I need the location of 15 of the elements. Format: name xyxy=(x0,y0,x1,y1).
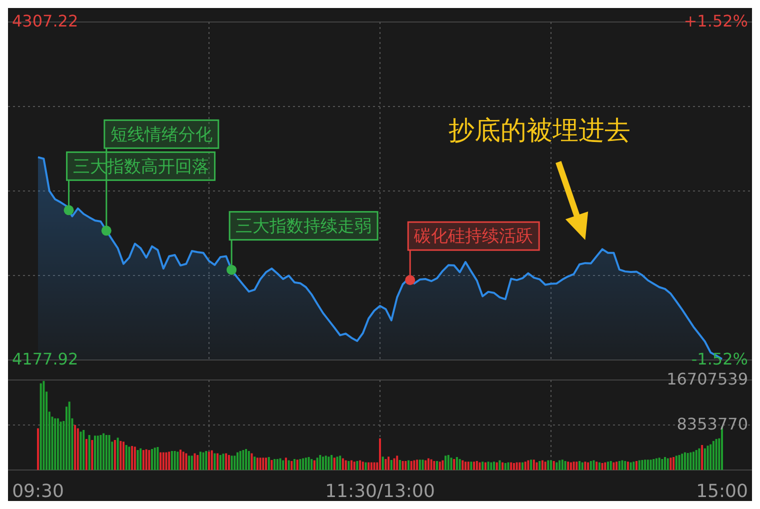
x-tick-label: 09:30 xyxy=(12,480,64,502)
x-tick-label: 15:00 xyxy=(696,480,748,502)
y2-tick-label: +1.52% xyxy=(684,11,748,30)
bar xyxy=(68,402,70,470)
bar xyxy=(74,424,76,470)
annotation: 短线情绪分化 xyxy=(110,124,212,145)
annotation: 三大指数持续走弱 xyxy=(236,216,372,236)
annotation: 碳化硅持续活跃 xyxy=(413,226,534,247)
y-tick-label: 4177.92 xyxy=(12,349,78,368)
annotation: 抄底的被埋进去 xyxy=(448,116,630,146)
y2-tick-label: -1.52% xyxy=(691,349,748,368)
y-tick-label: 16707539 xyxy=(666,369,748,388)
x-tick-label: 11:30/13:00 xyxy=(325,480,435,502)
y-tick-label: 8353770 xyxy=(676,414,748,434)
y-tick-label: 4307.22 xyxy=(12,11,78,30)
